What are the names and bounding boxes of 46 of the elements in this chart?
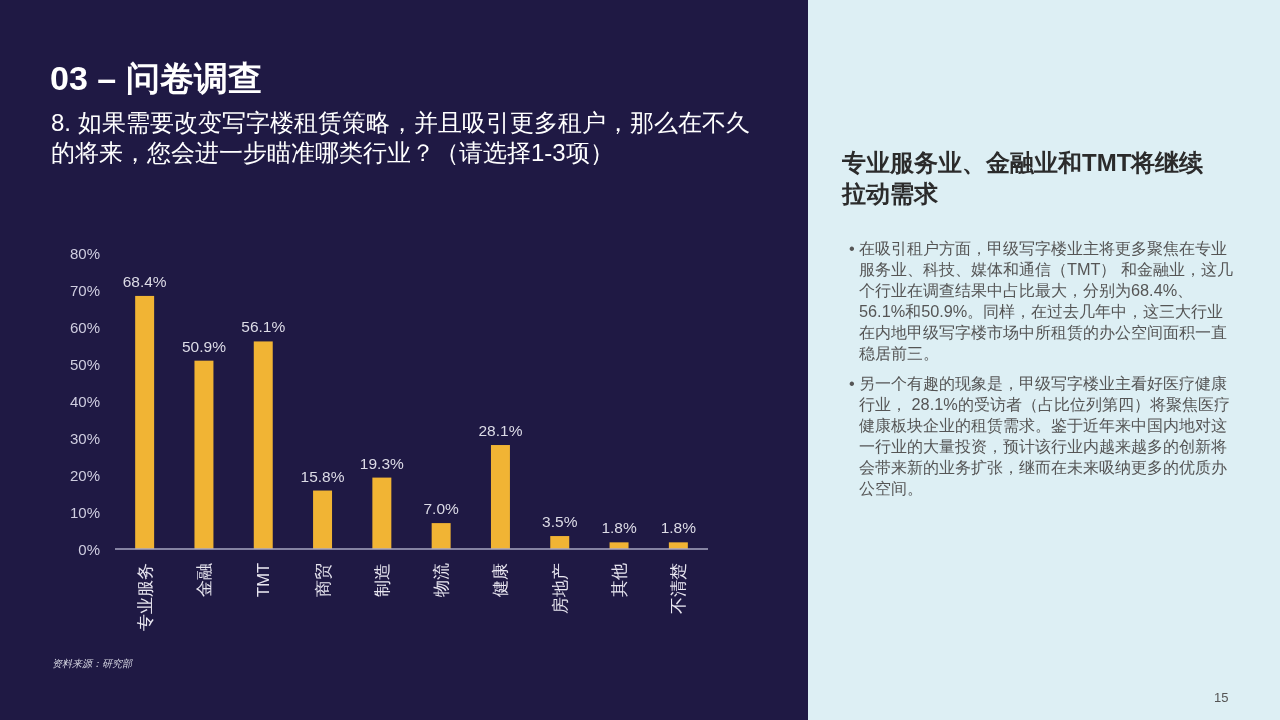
y-tick-label: 20%: [69, 466, 100, 484]
bar: [550, 536, 570, 549]
text: • 另一个有趣的现象是，甲级写字楼业主看好医疗健康行业， 28.1%的受访者（占比位列第四）将聚焦医疗健康板块企业的租赁需求。鉴于近年来中国内地对这一行业的大量投资，预计该行业内越来越多的创新将会带来新的业务扩张，继而在未来吸纳更多的优质办公空间。: [849, 373, 1231, 499]
data-label: 1.8%: [660, 519, 697, 537]
x-tick-label: 不清楚: [669, 563, 688, 614]
bar: [135, 295, 155, 549]
bar: [313, 490, 333, 549]
data-label: 28.1%: [478, 422, 523, 440]
x-tick-label: 金融: [194, 563, 213, 597]
y-tick-label: 30%: [69, 429, 100, 447]
bar: [431, 523, 451, 549]
x-tick-label: 制造: [372, 563, 391, 597]
x-tick-label: 商贸: [313, 563, 333, 597]
data-label: 15.8%: [300, 467, 345, 485]
text: 15: [1214, 690, 1229, 706]
x-tick-label: 房地产: [550, 563, 569, 614]
y-tick-label: 10%: [69, 503, 100, 521]
bar: [609, 542, 629, 549]
bar: [490, 445, 510, 549]
x-tick-label: 物流: [432, 563, 451, 597]
data-label: 19.3%: [359, 454, 405, 472]
x-tick-label: 健康: [491, 563, 510, 597]
x-tick-label: 专业服务: [135, 563, 154, 631]
y-tick-label: 0%: [78, 540, 100, 558]
bar: [253, 341, 273, 549]
chart-title: 03 – 问卷调查: [50, 58, 262, 98]
text: • 在吸引租户方面，甲级写字楼业主将更多聚焦在专业服务业、科技、媒体和通信（TMT） 和金融业，这几个行业在调查结果中占比最大，分别为68.4%、56.1%和50.9%。同样，在过去几年中，这三大行业在内地甲级写字楼市场中所租赁的办公空间面积一直稳居前三。: [849, 238, 1233, 364]
bar: [194, 360, 214, 549]
text: 资料来源：研究部: [52, 658, 132, 670]
bar: [668, 542, 688, 549]
data-label: 1.8%: [601, 519, 637, 537]
x-tick-label: TMT: [254, 563, 273, 597]
y-tick-label: 40%: [69, 392, 100, 410]
y-tick-label: 50%: [69, 355, 100, 373]
data-label: 50.9%: [181, 337, 227, 355]
y-tick-label: 80%: [69, 244, 100, 262]
text: 专业服务业、金融业和TMT将继续拉动需求: [842, 148, 1205, 209]
data-label: 56.1%: [241, 318, 286, 336]
chart-subtitle: 8. 如果需要改变写字楼租赁策略，并且吸引更多租户，那么在不久的将来，您会进一步瞄准哪类行业？（请选择1-3项）: [51, 108, 751, 168]
bar: [372, 477, 392, 549]
y-tick-label: 60%: [69, 318, 100, 336]
x-tick-label: 其他: [610, 563, 629, 597]
data-label: 7.0%: [423, 500, 460, 518]
data-label: 68.4%: [122, 272, 167, 290]
y-tick-label: 70%: [69, 281, 100, 299]
data-label: 3.5%: [542, 513, 578, 531]
